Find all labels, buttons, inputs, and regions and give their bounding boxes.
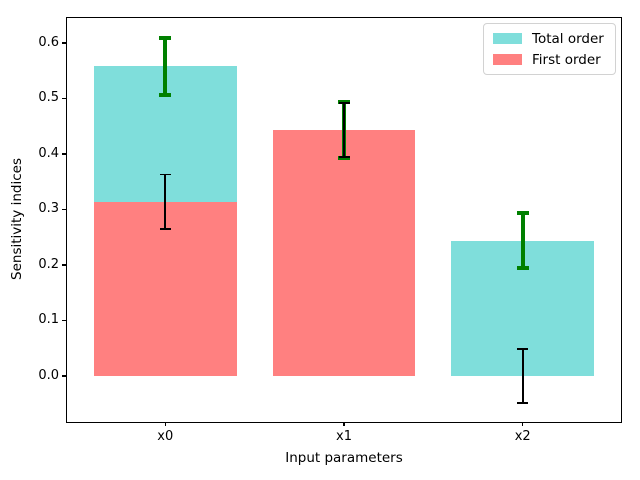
- legend-item-first-order: First order: [493, 49, 604, 70]
- error-bar-cap-bottom-total-order-x0: [159, 92, 172, 97]
- plot-area: 0.0 0.1 0.2 0.3 0.4 0.5 0.6 x0 x1 x2: [38, 17, 622, 444]
- error-bar-cap-bottom-first-order-x2: [517, 402, 529, 405]
- x-tick-label: x0: [157, 429, 174, 444]
- y-tick-label: 0.3: [38, 201, 59, 217]
- y-tick-mark: [62, 208, 66, 211]
- error-bar-cap-top-first-order-x0: [159, 173, 171, 176]
- error-bar-total-order-x2: [520, 212, 525, 269]
- legend-swatch-total-order: [493, 33, 522, 44]
- y-tick-mark: [62, 319, 66, 322]
- bar-first-order-x0: [93, 201, 237, 376]
- error-bar-cap-bottom-first-order-x1: [338, 156, 350, 159]
- y-tick-mark: [62, 97, 66, 100]
- legend-label-total-order: Total order: [532, 30, 604, 47]
- y-tick-label: 0.4: [38, 145, 59, 161]
- x-tick-mark: [522, 422, 524, 426]
- y-tick-label: 0.0: [38, 367, 59, 383]
- error-bar-cap-bottom-first-order-x0: [159, 227, 171, 230]
- error-bar-first-order-x0: [164, 174, 167, 229]
- error-bar-cap-top-first-order-x1: [338, 102, 350, 104]
- y-tick-mark: [62, 42, 66, 44]
- legend-label-first-order: First order: [532, 51, 601, 68]
- y-tick-label: 0.1: [38, 312, 59, 328]
- error-bar-first-order-x2: [521, 348, 524, 404]
- error-bar-cap-top-total-order-x2: [516, 210, 529, 215]
- y-tick-mark: [62, 375, 66, 377]
- y-tick-mark: [62, 264, 66, 266]
- bar-first-order-x1: [272, 130, 416, 376]
- y-tick-label: 0.2: [38, 256, 59, 272]
- x-axis-label: Input parameters: [285, 450, 403, 466]
- x-tick-mark: [343, 422, 345, 426]
- error-bar-cap-top-total-order-x0: [159, 35, 172, 40]
- x-tick-label: x1: [336, 429, 352, 444]
- x-tick-mark: [164, 422, 166, 426]
- legend: Total order First order: [483, 23, 616, 75]
- error-bar-total-order-x0: [163, 37, 168, 95]
- x-tick-label: x2: [514, 429, 531, 444]
- y-tick-label: 0.6: [38, 34, 59, 50]
- error-bar-first-order-x1: [343, 102, 345, 158]
- legend-item-total-order: Total order: [493, 28, 604, 49]
- error-bar-cap-bottom-total-order-x2: [516, 266, 529, 271]
- legend-swatch-first-order: [493, 54, 522, 65]
- y-tick-label: 0.5: [38, 90, 59, 106]
- error-bar-cap-top-first-order-x2: [517, 347, 529, 350]
- y-tick-mark: [62, 153, 66, 155]
